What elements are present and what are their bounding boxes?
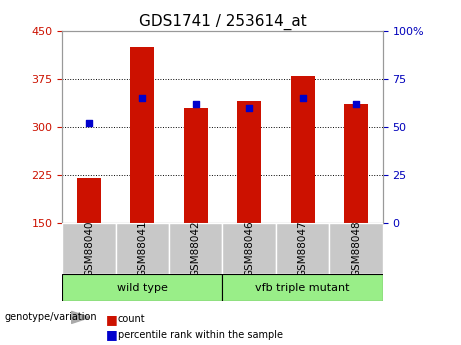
Bar [77,178,101,223]
Bar [223,274,383,301]
Bar [116,223,169,274]
Bar [62,223,116,274]
Bar [329,223,383,274]
Text: percentile rank within the sample: percentile rank within the sample [118,330,283,339]
Bar [62,274,222,301]
Text: count: count [118,314,145,324]
Point [352,101,360,107]
Bar [276,223,329,274]
Text: genotype/variation: genotype/variation [5,313,97,322]
Polygon shape [71,311,90,324]
Point [139,95,146,101]
Text: GSM88048: GSM88048 [351,220,361,277]
Point [245,105,253,110]
Bar [169,223,222,274]
Text: GSM88040: GSM88040 [84,220,94,277]
Text: ■: ■ [106,313,118,326]
Text: GSM88046: GSM88046 [244,220,254,277]
Bar [184,108,208,223]
Text: GSM88047: GSM88047 [297,220,307,277]
Text: wild type: wild type [117,283,168,293]
Bar [130,47,154,223]
Text: vfb triple mutant: vfb triple mutant [255,283,350,293]
Point [85,120,93,126]
Bar [223,223,276,274]
Text: GSM88042: GSM88042 [191,220,201,277]
Text: GSM88041: GSM88041 [137,220,148,277]
Text: ■: ■ [106,328,118,341]
Point [192,101,200,107]
Bar [237,101,261,223]
Title: GDS1741 / 253614_at: GDS1741 / 253614_at [139,13,306,30]
Bar [344,105,368,223]
Bar [290,76,314,223]
Point [299,95,306,101]
